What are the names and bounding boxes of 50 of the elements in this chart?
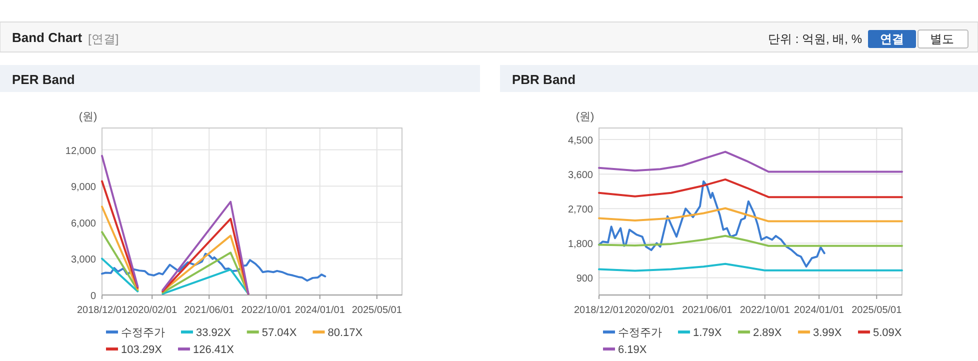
legend-label: 57.04X <box>262 327 298 339</box>
legend-label: 6.19X <box>618 344 648 356</box>
y-tick-label: 9,000 <box>70 182 96 194</box>
legend-label: 103.29X <box>121 344 163 356</box>
y-tick-label: 1,800 <box>568 239 594 250</box>
text: 단위 : 억원, 배, % <box>768 32 862 46</box>
chart-title: PBR Band <box>512 72 576 87</box>
x-tick-label: 2021/06/01 <box>682 305 733 316</box>
y-tick-label: 3,600 <box>568 170 594 182</box>
legend-label: 수정주가 <box>618 327 662 339</box>
line-series <box>598 178 903 198</box>
line-series <box>598 150 903 173</box>
legend-label: 80.17X <box>328 327 364 339</box>
legend-label: 3.99X <box>813 327 842 339</box>
y-tick-label: 0 <box>90 291 96 302</box>
x-tick-label: 2018/12/01 <box>76 305 128 316</box>
y-tick-label: 4,500 <box>568 136 594 147</box>
x-tick-label: 2025/05/01 <box>352 305 402 316</box>
y-tick-label: 3,000 <box>70 254 96 266</box>
legend-label: 1.79X <box>693 327 722 339</box>
y-tick-label: 2,700 <box>568 204 594 216</box>
legend-label: 5.09X <box>873 327 902 339</box>
chart-title: PER Band <box>12 72 75 87</box>
text: Band Chart <box>12 30 83 45</box>
x-tick-label: 2021/06/01 <box>184 305 235 316</box>
legend-label: 126.41X <box>192 344 235 356</box>
y-axis-title: (원) <box>576 111 594 123</box>
y-tick-label: 6,000 <box>70 218 96 230</box>
text: 연결 <box>880 32 904 46</box>
x-tick-label: 2024/01/01 <box>794 305 845 316</box>
x-tick-label: 2025/05/01 <box>852 305 902 316</box>
text: [연결] <box>88 32 119 46</box>
text: 별도 <box>930 32 954 46</box>
line-series <box>101 252 326 282</box>
legend-label: 2.89X <box>753 327 782 339</box>
y-tick-label: 900 <box>576 274 594 285</box>
line-series <box>598 262 903 272</box>
line-series <box>598 207 903 222</box>
x-tick-label: 2024/01/01 <box>294 305 346 316</box>
x-tick-label: 2022/10/01 <box>241 305 292 316</box>
x-tick-label: 2022/10/01 <box>740 305 790 316</box>
x-tick-label: 2020/02/01 <box>127 305 178 316</box>
x-tick-label: 2020/02/01 <box>624 305 676 316</box>
legend-label: 33.92X <box>196 327 232 339</box>
legend-label: 수정주가 <box>121 327 165 339</box>
x-tick-label: 2018/12/01 <box>574 305 624 316</box>
y-axis-title: (원) <box>78 111 98 123</box>
y-tick-label: 12,000 <box>65 146 96 157</box>
line-series <box>598 180 826 268</box>
line-series <box>598 234 903 247</box>
